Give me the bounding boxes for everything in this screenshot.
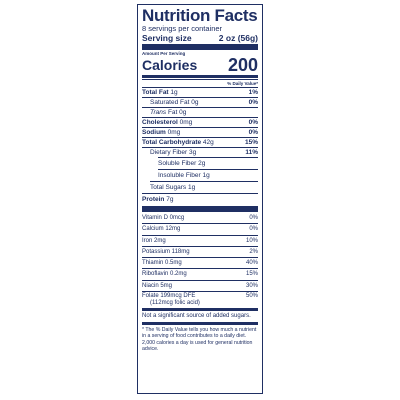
vitamin-name: Calcium 12mg — [142, 226, 181, 233]
nutrient-row-total-sugars: Total Sugars 1g — [150, 181, 258, 193]
nutrient-amount: 2g — [198, 160, 206, 167]
amount-per-serving: Amount Per Serving — [142, 51, 186, 56]
vitamin-dv: 2% — [249, 248, 258, 255]
calories-row: Calories 200 — [142, 55, 258, 75]
nutrient-name: Total Fat — [142, 89, 169, 96]
nutrition-facts-label: Nutrition Facts 8 servings per container… — [137, 4, 263, 394]
nutrient-row-soluble-fiber: Soluble Fiber 2g — [158, 157, 258, 169]
vitamin-name: Thiamin 0.5mg — [142, 260, 182, 267]
divider-medium — [142, 75, 258, 78]
vitamin-dv: 0% — [249, 215, 258, 221]
label-title: Nutrition Facts — [142, 6, 258, 25]
serving-size-label: Serving size — [142, 33, 192, 43]
nutrient-row-total-carbohydrate: Total Carbohydrate 42g 15% — [142, 137, 258, 147]
folic-acid-note: (112mcg folic acid) — [150, 300, 200, 307]
vitamin-name: Potassium 118mg — [142, 248, 190, 255]
calories-value: 200 — [227, 55, 258, 75]
vitamin-name: Riboflavin 0.2mg — [142, 271, 187, 278]
nutrient-row-total-fat: Total Fat 1g 1% — [142, 87, 258, 97]
nutrient-amount: 1g — [202, 172, 210, 179]
vitamin-name: Niacin 5mg — [142, 282, 173, 289]
nutrient-dv: 1% — [248, 89, 258, 96]
nutrient-name: Protein — [142, 196, 165, 203]
calories-label: Calories — [142, 57, 198, 73]
nutrient-name: Cholesterol — [142, 119, 178, 126]
added-sugars-note: Not a significant source of added sugars… — [142, 308, 258, 322]
nutrient-amount: 0g — [191, 99, 199, 106]
nutrient-row-insoluble-fiber: Insoluble Fiber 1g — [158, 169, 258, 181]
nutrient-dv: 15% — [244, 139, 258, 146]
nutrient-dv: 0% — [248, 119, 258, 126]
vitamin-row: Potassium 118mg 2% — [142, 245, 258, 257]
nutrient-name: Total Sugars — [150, 184, 187, 191]
vitamin-dv: 30% — [245, 282, 258, 289]
nutrient-row-saturated-fat: Saturated Fat 0g 0% — [142, 97, 258, 107]
nutrient-row-dietary-fiber: Dietary Fiber 3g 11% — [142, 147, 258, 157]
folate-name: Folate 199mcg DFE — [142, 293, 196, 300]
nutrient-name: Insoluble Fiber — [158, 172, 201, 179]
nutrient-name: Dietary Fiber — [150, 149, 188, 156]
nutrient-dv: 0% — [248, 129, 258, 136]
vitamin-row: Vitamin D 0mcg 0% — [142, 213, 258, 223]
servings-per-container: 8 servings per container — [142, 24, 223, 33]
nutrient-dv: 0% — [248, 99, 258, 106]
nutrient-name: Total Carbohydrate — [142, 139, 202, 146]
vitamin-name: Vitamin D 0mcg — [142, 215, 185, 221]
nutrient-amount: 7g — [166, 196, 174, 203]
nutrient-amount: 0mg — [167, 129, 181, 136]
vitamin-row: Niacin 5mg 30% — [142, 279, 258, 291]
serving-size-value: 2 oz (56g) — [218, 33, 258, 43]
vitamin-row: Thiamin 0.5mg 40% — [142, 257, 258, 268]
nutrient-amount: 1g — [187, 184, 196, 191]
nutrient-dv: 11% — [245, 149, 258, 156]
nutrient-row-protein: Protein 7g — [142, 193, 258, 205]
vitamin-dv: 40% — [245, 260, 258, 267]
nutrient-name: Trans — [150, 109, 167, 116]
vitamin-dv: 0% — [249, 226, 258, 233]
nutrient-name: Sodium — [142, 129, 166, 136]
nutrient-amount: 42g — [202, 139, 214, 146]
daily-value-header: % Daily Value* — [142, 79, 258, 87]
nutrient-amount: 3g — [189, 149, 197, 156]
vitamin-dv: 15% — [245, 271, 258, 278]
nutrient-amount: 0g — [179, 109, 187, 116]
nutrient-name: Saturated Fat — [150, 99, 190, 106]
vitamin-row: Riboflavin 0.2mg 15% — [142, 268, 258, 279]
nutrient-row-sodium: Sodium 0mg 0% — [142, 127, 258, 137]
nutrient-amount: 0mg — [179, 119, 193, 126]
nutrient-name-suffix: Fat — [167, 109, 178, 116]
nutrient-row-trans-fat: Trans Fat 0g — [142, 107, 258, 117]
folate-row: Folate 199mcg DFE 50% (112mcg folic acid… — [142, 291, 258, 308]
vitamin-row: Calcium 12mg 0% — [142, 223, 258, 234]
vitamin-name: Iron 2mg — [142, 237, 166, 244]
folate-dv: 50% — [245, 293, 258, 300]
vitamin-dv: 10% — [245, 237, 258, 244]
divider-thick — [142, 44, 258, 50]
divider-thick — [142, 206, 258, 212]
nutrient-row-cholesterol: Cholesterol 0mg 0% — [142, 117, 258, 127]
daily-value-footnote: * The % Daily Value tells you how much a… — [142, 322, 258, 352]
nutrient-name: Soluble Fiber — [158, 160, 197, 167]
vitamin-row: Iron 2mg 10% — [142, 234, 258, 246]
nutrient-amount: 1g — [170, 89, 178, 96]
serving-size-row: Serving size 2 oz (56g) — [142, 33, 258, 43]
